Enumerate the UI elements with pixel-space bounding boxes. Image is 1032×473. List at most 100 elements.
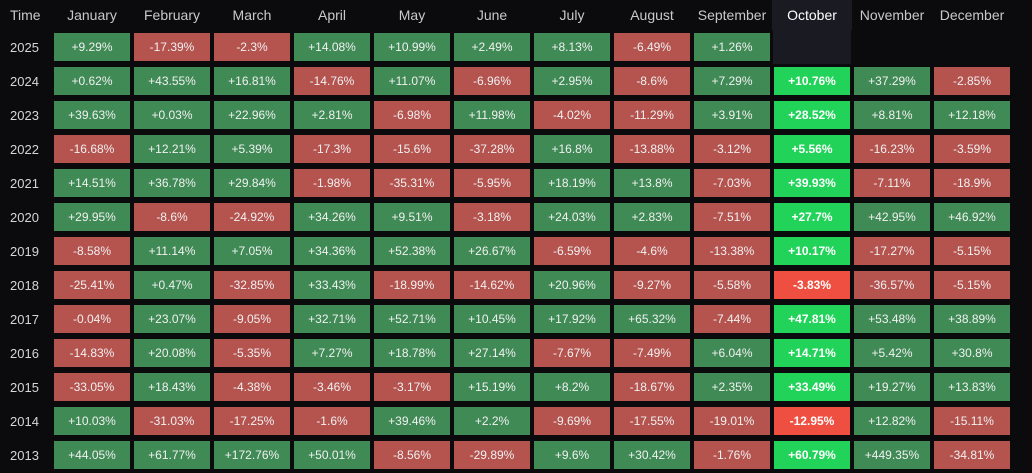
year-label: 2016 [10, 345, 39, 361]
return-cell: +22.96% [213, 100, 291, 130]
return-cell: -5.95% [453, 168, 531, 198]
return-cell: -5.58% [693, 270, 771, 300]
return-cell: +172.76% [213, 440, 291, 470]
month-header-july[interactable]: July [559, 7, 585, 23]
month-header-september[interactable]: September [697, 7, 767, 23]
month-header-february[interactable]: February [143, 7, 201, 23]
return-cell: -17.55% [613, 406, 691, 436]
month-header-january[interactable]: January [67, 7, 117, 23]
return-cell: -18.99% [373, 270, 451, 300]
return-cell: -8.58% [53, 236, 131, 266]
return-cell: +2.49% [453, 32, 531, 62]
return-cell: -4.6% [613, 236, 691, 266]
return-cell: -16.68% [53, 134, 131, 164]
return-cell: +29.95% [53, 202, 131, 232]
year-label: 2017 [10, 311, 39, 327]
year-label: 2018 [10, 277, 39, 293]
return-cell: +61.77% [133, 440, 211, 470]
return-cell: +47.81% [773, 304, 851, 334]
return-cell: +27.7% [773, 202, 851, 232]
return-cell: -5.15% [933, 270, 1011, 300]
return-cell: -18.67% [613, 372, 691, 402]
return-cell: +7.27% [293, 338, 371, 368]
return-cell: +18.78% [373, 338, 451, 368]
return-cell: +12.21% [133, 134, 211, 164]
return-cell: +10.45% [453, 304, 531, 334]
return-cell: +8.2% [533, 372, 611, 402]
return-cell: +43.55% [133, 66, 211, 96]
return-cell: -5.35% [213, 338, 291, 368]
return-cell: -13.38% [693, 236, 771, 266]
return-cell: +2.35% [693, 372, 771, 402]
return-cell: +0.62% [53, 66, 131, 96]
return-cell: -16.23% [853, 134, 931, 164]
year-label: 2020 [10, 209, 39, 225]
return-cell: -1.98% [293, 168, 371, 198]
return-cell: -6.49% [613, 32, 691, 62]
return-cell: +18.19% [533, 168, 611, 198]
return-cell: +8.13% [533, 32, 611, 62]
return-cell: +449.35% [853, 440, 931, 470]
return-cell: +9.51% [373, 202, 451, 232]
return-cell: +13.8% [613, 168, 691, 198]
year-label: 2023 [10, 107, 39, 123]
return-cell: +2.95% [533, 66, 611, 96]
return-cell: +60.79% [773, 440, 851, 470]
month-header-march[interactable]: March [232, 7, 272, 23]
return-cell: +19.27% [853, 372, 931, 402]
empty-cell [773, 30, 851, 64]
month-header-august[interactable]: August [630, 7, 674, 23]
return-cell: +53.48% [853, 304, 931, 334]
return-cell: +2.81% [293, 100, 371, 130]
return-cell: +29.84% [213, 168, 291, 198]
return-cell: +12.18% [933, 100, 1011, 130]
year-label: 2013 [10, 447, 39, 463]
return-cell: -7.11% [853, 168, 931, 198]
return-cell: +17.92% [533, 304, 611, 334]
return-cell: +20.08% [133, 338, 211, 368]
return-cell: +5.39% [213, 134, 291, 164]
month-header-october[interactable]: October [772, 0, 852, 30]
return-cell: -33.05% [53, 372, 131, 402]
year-label: 2021 [10, 175, 39, 191]
return-cell: +12.82% [853, 406, 931, 436]
return-cell: +23.07% [133, 304, 211, 334]
return-cell: +2.2% [453, 406, 531, 436]
return-cell: -9.69% [533, 406, 611, 436]
return-cell: +39.46% [373, 406, 451, 436]
return-cell: +11.98% [453, 100, 531, 130]
return-cell: -8.6% [133, 202, 211, 232]
return-cell: -3.18% [453, 202, 531, 232]
month-header-june[interactable]: June [476, 7, 508, 23]
return-cell: -19.01% [693, 406, 771, 436]
return-cell: -7.44% [693, 304, 771, 334]
return-cell: -37.28% [453, 134, 531, 164]
return-cell: -25.41% [53, 270, 131, 300]
return-cell: -9.05% [213, 304, 291, 334]
empty-cell [852, 30, 932, 64]
year-label: 2025 [10, 39, 39, 55]
return-cell: -2.3% [213, 32, 291, 62]
return-cell: +26.67% [453, 236, 531, 266]
return-cell: +10.03% [53, 406, 131, 436]
return-cell: -1.76% [693, 440, 771, 470]
return-cell: +16.8% [533, 134, 611, 164]
return-cell: -17.25% [213, 406, 291, 436]
return-cell: -18.9% [933, 168, 1011, 198]
month-header-may[interactable]: May [398, 7, 426, 23]
return-cell: -2.85% [933, 66, 1011, 96]
empty-cell [932, 30, 1012, 64]
return-cell: +0.47% [133, 270, 211, 300]
return-cell: -8.6% [613, 66, 691, 96]
return-cell: -35.31% [373, 168, 451, 198]
month-header-december[interactable]: December [939, 7, 1005, 23]
return-cell: +2.83% [613, 202, 691, 232]
return-cell: -6.59% [533, 236, 611, 266]
year-label: 2015 [10, 379, 39, 395]
month-header-november[interactable]: November [859, 7, 925, 23]
time-column-header[interactable]: Time [10, 7, 41, 23]
return-cell: +10.17% [773, 236, 851, 266]
return-cell: +33.49% [773, 372, 851, 402]
return-cell: -0.04% [53, 304, 131, 334]
month-header-april[interactable]: April [317, 7, 346, 23]
